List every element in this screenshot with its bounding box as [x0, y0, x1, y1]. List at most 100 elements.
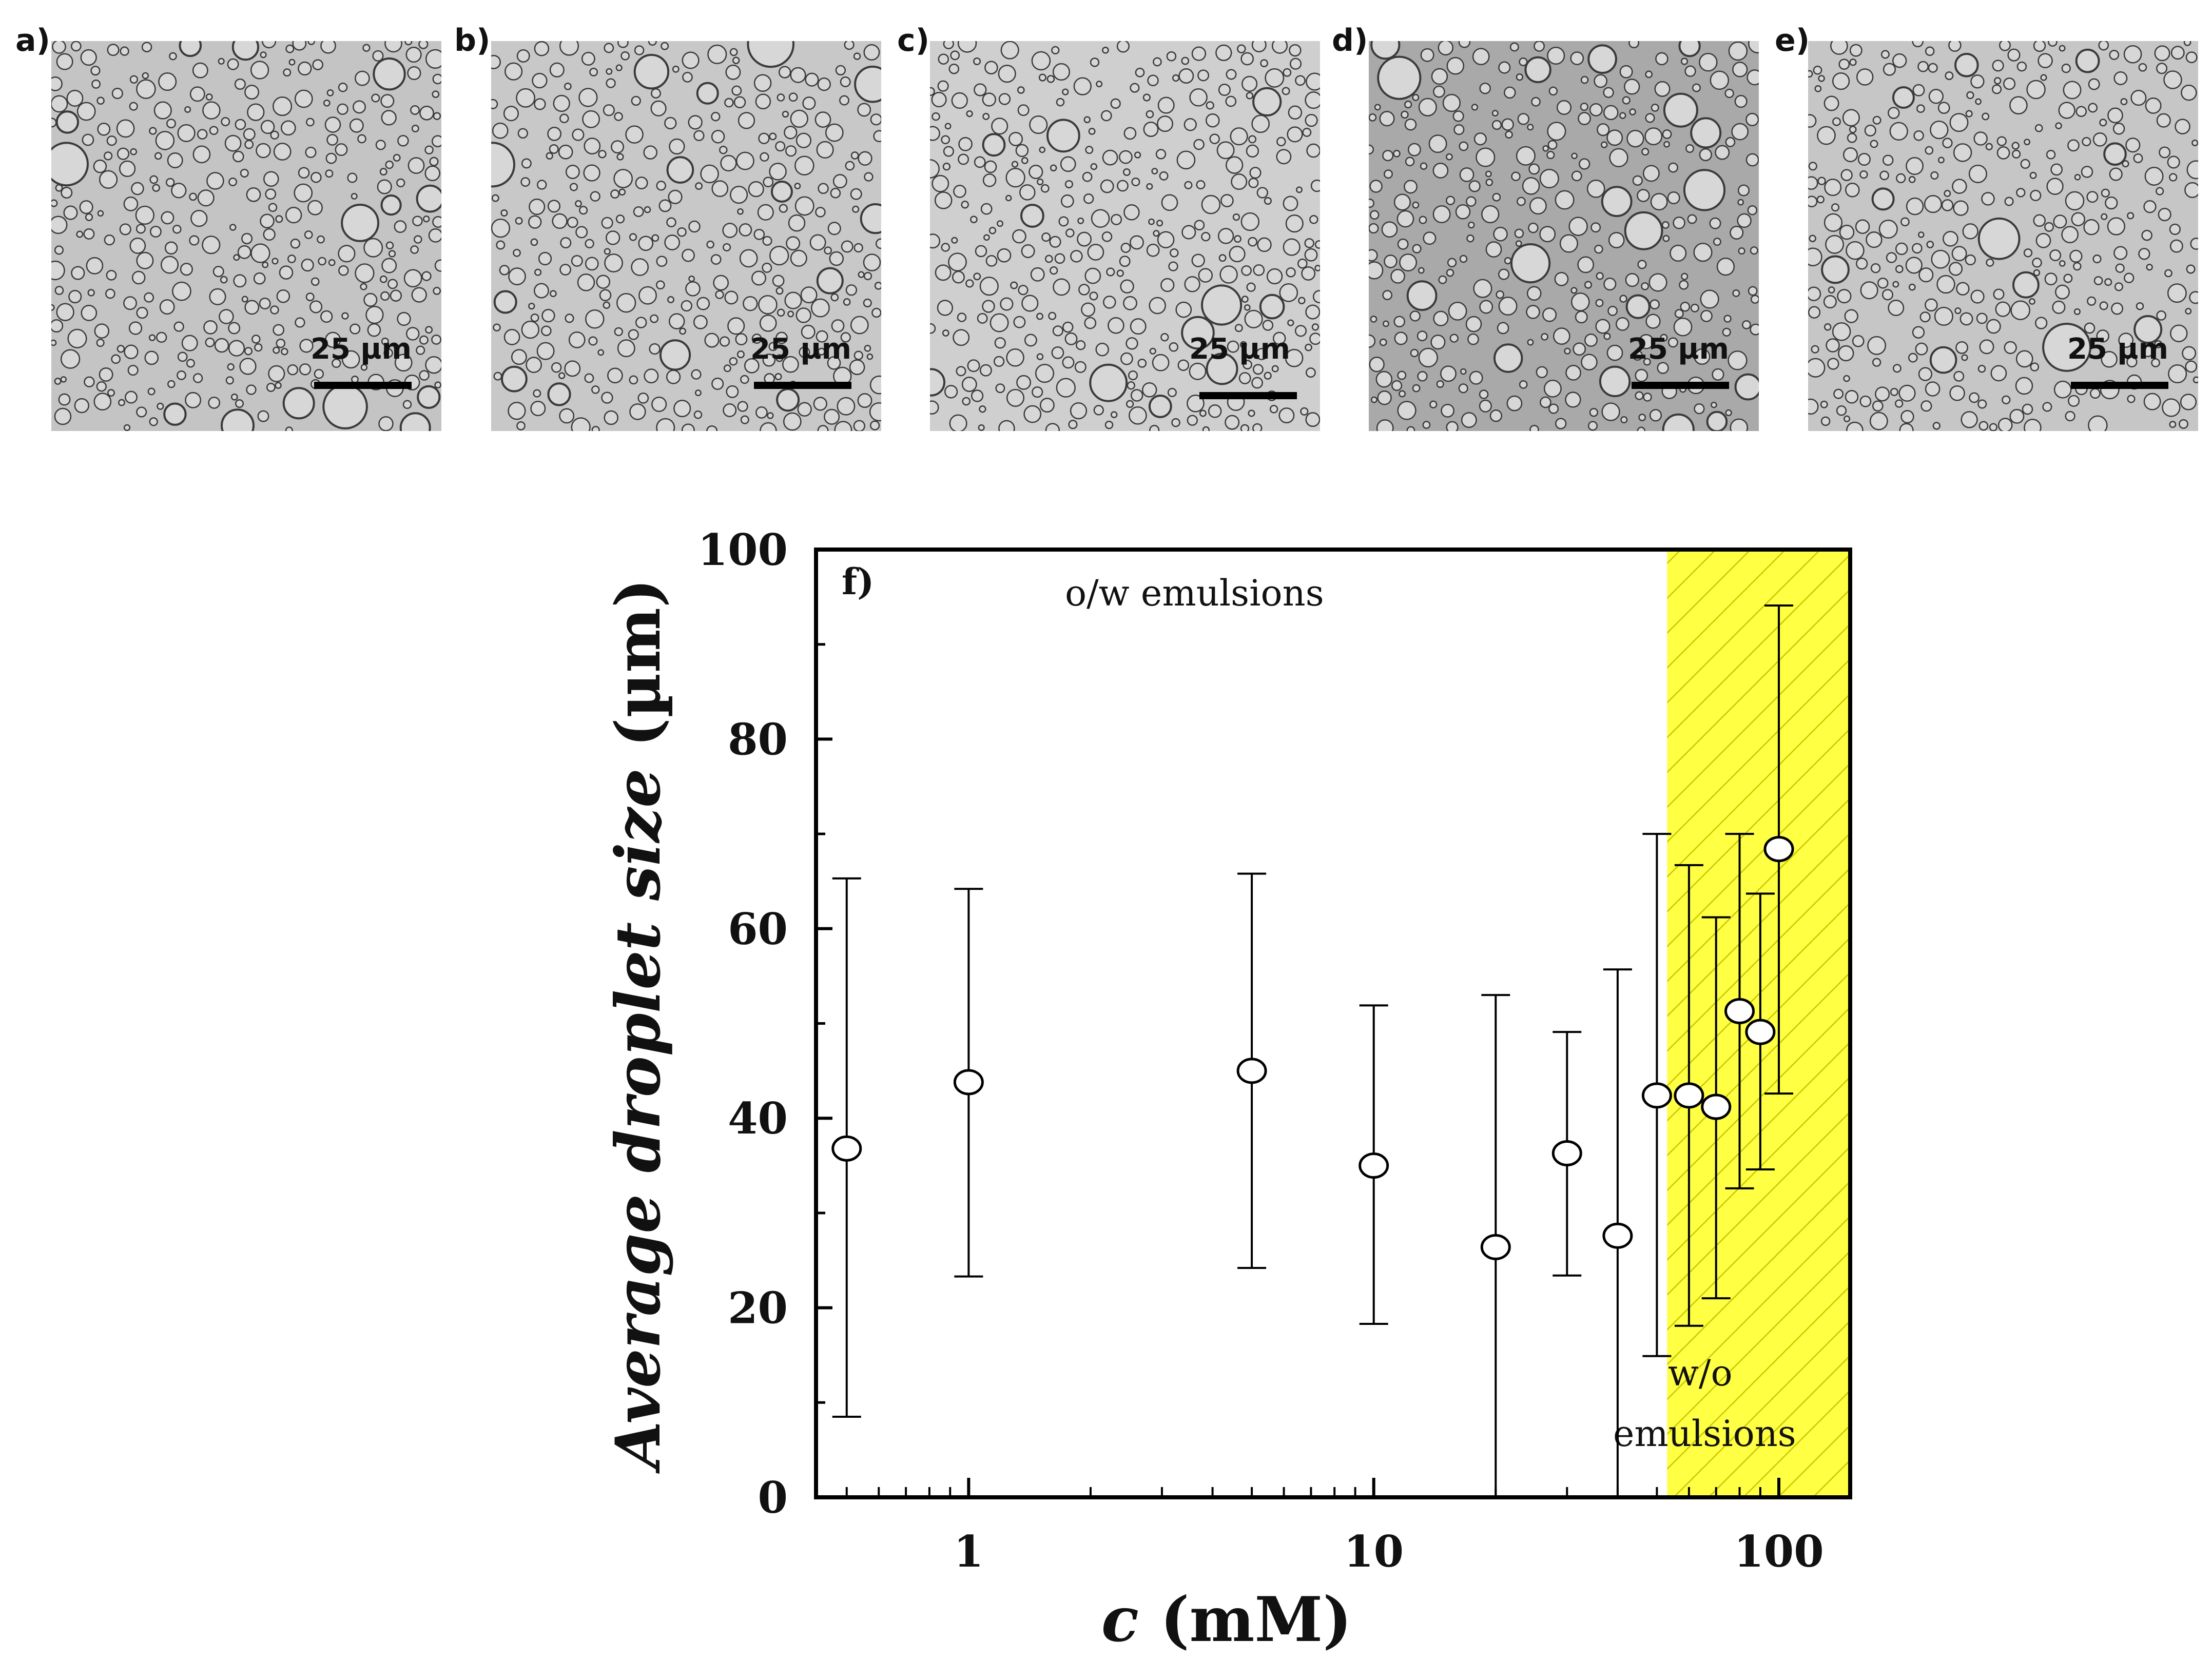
- droplet: [171, 183, 187, 199]
- droplet: [299, 363, 312, 376]
- droplet: [1959, 312, 1973, 326]
- droplet: [805, 72, 819, 87]
- droplet: [421, 271, 432, 281]
- y-tick-label: 80: [728, 714, 788, 765]
- droplet: [155, 131, 175, 150]
- droplet: [1141, 382, 1157, 398]
- droplet: [1606, 129, 1623, 146]
- droplet: [1036, 353, 1044, 360]
- droplet: [757, 204, 774, 221]
- droplet: [564, 360, 581, 377]
- droplet: [795, 132, 811, 148]
- droplet: [1517, 197, 1526, 206]
- droplet: [156, 331, 167, 343]
- droplet: [1032, 386, 1043, 398]
- droplet: [2073, 308, 2081, 315]
- droplet: [2044, 272, 2058, 286]
- droplet: [424, 145, 434, 154]
- droplet: [1176, 150, 1196, 170]
- droplet: [1382, 150, 1394, 162]
- droplet: [1505, 130, 1513, 139]
- droplet: [664, 116, 677, 130]
- droplet: [414, 235, 422, 244]
- droplet: [534, 98, 546, 110]
- droplet: [794, 155, 814, 175]
- droplet: [1852, 335, 1865, 347]
- droplet: [1872, 115, 1881, 125]
- droplet: [2107, 217, 2126, 236]
- droplet: [1683, 169, 1726, 211]
- droplet-image-a: [51, 41, 441, 431]
- droplet: [1662, 413, 1695, 431]
- droplet: [404, 41, 413, 46]
- droplet: [1663, 92, 1698, 128]
- droplet: [584, 373, 594, 383]
- droplet: [758, 295, 778, 315]
- droplet: [753, 74, 772, 92]
- droplet: [60, 349, 81, 369]
- droplet: [1054, 253, 1065, 264]
- droplet: [853, 420, 865, 431]
- droplet: [1712, 368, 1724, 381]
- droplet: [1498, 268, 1510, 280]
- droplet: [565, 165, 580, 179]
- droplet: [598, 150, 607, 159]
- droplet: [682, 248, 695, 262]
- droplet: [1305, 91, 1320, 109]
- droplet: [1594, 74, 1608, 88]
- droplet: [857, 103, 871, 117]
- droplet: [588, 336, 598, 346]
- droplet: [1248, 135, 1257, 144]
- x-axis-var: c: [1101, 1584, 1139, 1656]
- droplet: [1058, 216, 1069, 227]
- droplet: [1442, 93, 1461, 112]
- droplet: [1015, 144, 1029, 158]
- droplet: [1369, 210, 1380, 220]
- droplet: [1119, 150, 1133, 164]
- droplet: [1468, 221, 1475, 229]
- droplet: [260, 51, 267, 58]
- droplet: [606, 230, 620, 245]
- droplet: [1078, 284, 1090, 296]
- droplet: [1458, 383, 1468, 394]
- droplet: [575, 200, 582, 207]
- droplet: [2101, 188, 2110, 198]
- droplet: [214, 338, 229, 353]
- droplet: [953, 329, 970, 346]
- droplet: [2020, 159, 2030, 169]
- droplet: [1918, 231, 1925, 238]
- droplet: [2175, 119, 2190, 134]
- droplet: [1287, 126, 1303, 143]
- droplet: [1446, 57, 1465, 75]
- droplet: [1051, 346, 1064, 359]
- droplet: [276, 338, 286, 348]
- droplet: [1715, 145, 1730, 160]
- droplet: [772, 275, 785, 287]
- droplet: [978, 424, 985, 431]
- droplet: [1892, 53, 1907, 68]
- droplet: [581, 52, 595, 66]
- droplet: [1314, 265, 1320, 271]
- droplet: [2101, 351, 2118, 368]
- droplet: [1090, 57, 1100, 67]
- droplet: [1700, 310, 1713, 322]
- droplet: [323, 99, 331, 107]
- data-point-group: [1745, 892, 1776, 1170]
- data-point-group: [1602, 968, 1633, 1498]
- droplet: [231, 41, 259, 61]
- droplet: [320, 310, 333, 323]
- droplet: [1643, 358, 1651, 366]
- droplet: [341, 204, 379, 242]
- droplet: [2109, 167, 2123, 181]
- droplet: [208, 397, 221, 409]
- droplet: [1433, 85, 1445, 98]
- droplet: [1432, 205, 1451, 223]
- droplet: [1010, 281, 1018, 289]
- droplet: [1369, 261, 1384, 280]
- x-axis-title: c (mM): [1101, 1584, 1352, 1656]
- droplet: [958, 136, 973, 151]
- droplet: [2167, 283, 2187, 303]
- droplet: [677, 227, 687, 237]
- droplet: [2133, 315, 2163, 344]
- droplet: [1663, 141, 1670, 148]
